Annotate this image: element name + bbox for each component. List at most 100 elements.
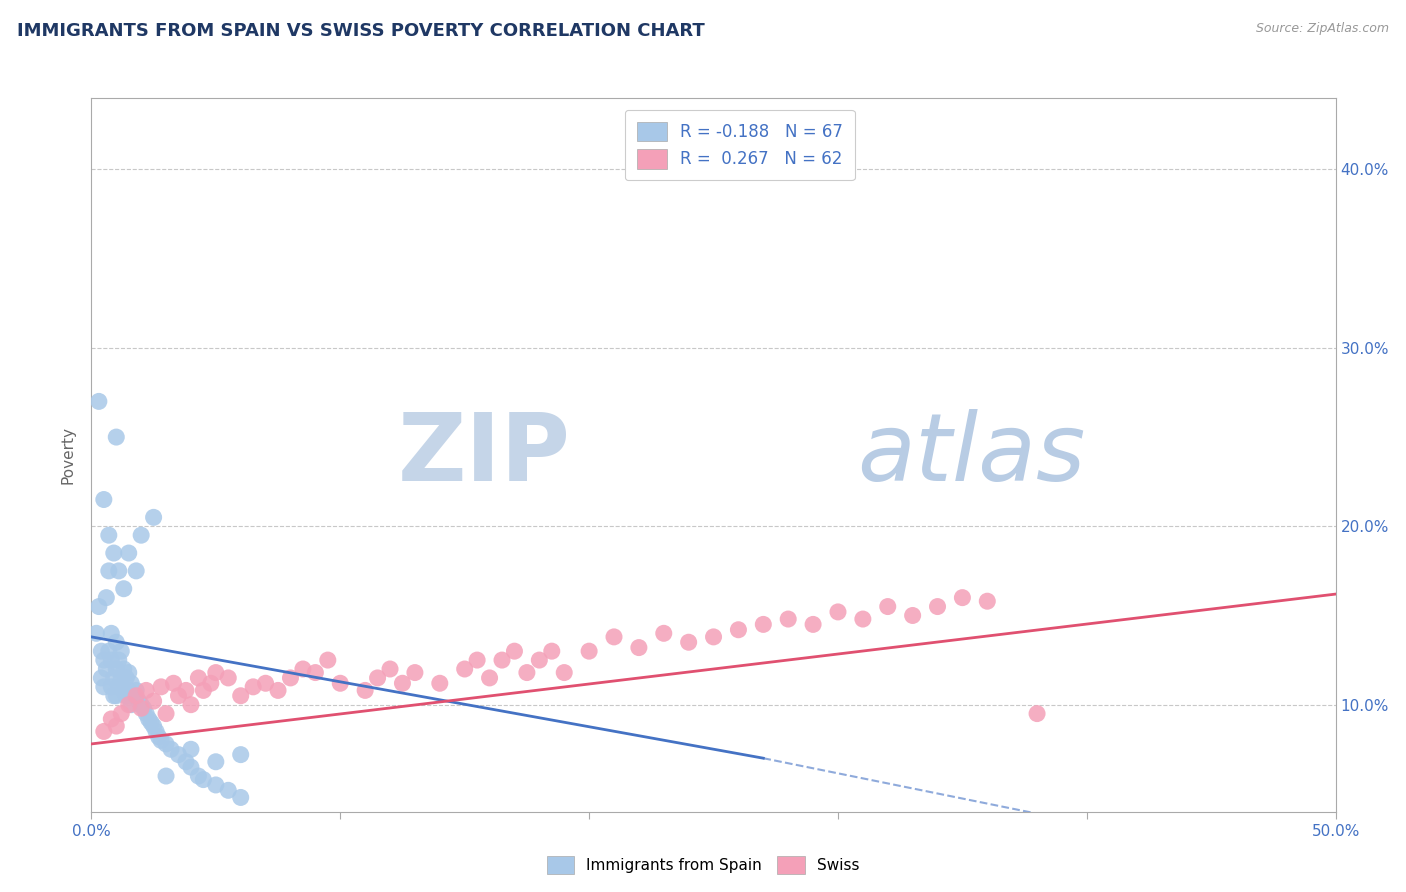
Point bbox=[96, 591, 118, 605]
Point bbox=[316, 653, 339, 667]
Point bbox=[429, 676, 451, 690]
Point bbox=[103, 689, 125, 703]
Point bbox=[180, 760, 202, 774]
Point bbox=[135, 683, 157, 698]
Point bbox=[115, 671, 138, 685]
Point bbox=[87, 394, 110, 409]
Y-axis label: Poverty: Poverty bbox=[60, 425, 76, 484]
Point bbox=[96, 662, 118, 676]
Point bbox=[200, 676, 222, 690]
Point bbox=[148, 730, 170, 744]
Point bbox=[93, 653, 115, 667]
Point bbox=[378, 662, 401, 676]
Point bbox=[229, 747, 252, 762]
Point bbox=[90, 671, 112, 685]
Point bbox=[578, 644, 600, 658]
Point bbox=[125, 689, 148, 703]
Point bbox=[727, 623, 749, 637]
Point bbox=[752, 617, 775, 632]
Point bbox=[205, 665, 228, 680]
Point bbox=[1026, 706, 1049, 721]
Point bbox=[354, 683, 377, 698]
Point bbox=[100, 680, 122, 694]
Point bbox=[87, 599, 110, 614]
Point bbox=[702, 630, 725, 644]
Point bbox=[120, 676, 142, 690]
Point bbox=[217, 783, 239, 797]
Point bbox=[145, 724, 167, 739]
Point bbox=[115, 689, 138, 703]
Point bbox=[86, 626, 108, 640]
Point bbox=[93, 724, 115, 739]
Point bbox=[516, 665, 538, 680]
Point bbox=[876, 599, 898, 614]
Point bbox=[155, 706, 177, 721]
Point bbox=[391, 676, 413, 690]
Point bbox=[801, 617, 824, 632]
Point bbox=[174, 683, 197, 698]
Point bbox=[135, 706, 157, 721]
Point bbox=[478, 671, 501, 685]
Point bbox=[193, 683, 215, 698]
Point bbox=[93, 492, 115, 507]
Point bbox=[103, 546, 125, 560]
Point bbox=[110, 671, 132, 685]
Point bbox=[155, 769, 177, 783]
Point bbox=[927, 599, 949, 614]
Point bbox=[129, 698, 152, 712]
Point bbox=[404, 665, 426, 680]
Point bbox=[827, 605, 849, 619]
Point bbox=[603, 630, 626, 644]
Point bbox=[103, 671, 125, 685]
Point bbox=[100, 626, 122, 640]
Point bbox=[105, 635, 128, 649]
Text: Source: ZipAtlas.com: Source: ZipAtlas.com bbox=[1256, 22, 1389, 36]
Point bbox=[118, 698, 141, 712]
Point bbox=[118, 546, 141, 560]
Point bbox=[627, 640, 650, 655]
Point bbox=[128, 694, 150, 708]
Point bbox=[217, 671, 239, 685]
Point bbox=[110, 644, 132, 658]
Point bbox=[122, 689, 145, 703]
Point bbox=[229, 790, 252, 805]
Point bbox=[97, 644, 120, 658]
Point bbox=[100, 653, 122, 667]
Point bbox=[193, 772, 215, 787]
Point bbox=[540, 644, 562, 658]
Point bbox=[229, 689, 252, 703]
Point bbox=[280, 671, 302, 685]
Point bbox=[205, 755, 228, 769]
Point bbox=[187, 671, 209, 685]
Point bbox=[112, 582, 135, 596]
Point bbox=[167, 689, 190, 703]
Point bbox=[125, 683, 148, 698]
Point bbox=[652, 626, 675, 640]
Point bbox=[291, 662, 314, 676]
Point bbox=[139, 715, 162, 730]
Point bbox=[529, 653, 551, 667]
Point bbox=[162, 676, 184, 690]
Point bbox=[778, 612, 800, 626]
Point bbox=[97, 564, 120, 578]
Point bbox=[107, 680, 129, 694]
Point bbox=[150, 680, 173, 694]
Point bbox=[453, 662, 475, 676]
Point bbox=[155, 737, 177, 751]
Point bbox=[678, 635, 700, 649]
Point bbox=[118, 683, 141, 698]
Point bbox=[132, 701, 155, 715]
Point bbox=[205, 778, 228, 792]
Point bbox=[304, 665, 326, 680]
Point bbox=[465, 653, 488, 667]
Point bbox=[180, 742, 202, 756]
Point bbox=[160, 742, 183, 756]
Point bbox=[105, 662, 128, 676]
Point bbox=[167, 747, 190, 762]
Legend: Immigrants from Spain, Swiss: Immigrants from Spain, Swiss bbox=[540, 850, 866, 880]
Point bbox=[125, 564, 148, 578]
Point bbox=[97, 528, 120, 542]
Text: ZIP: ZIP bbox=[398, 409, 571, 501]
Point bbox=[950, 591, 973, 605]
Point bbox=[150, 733, 173, 747]
